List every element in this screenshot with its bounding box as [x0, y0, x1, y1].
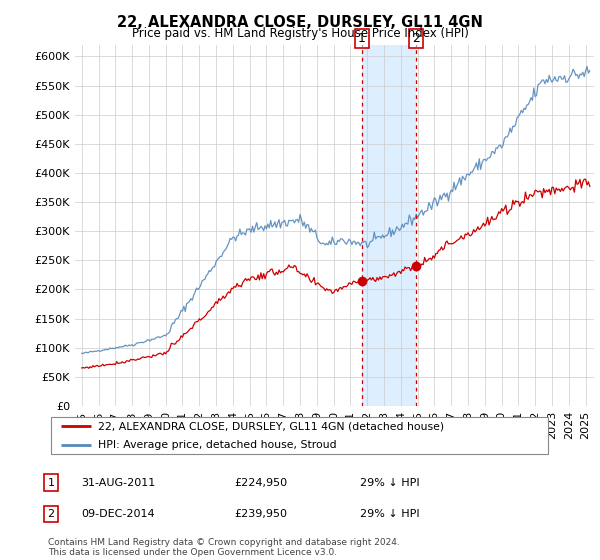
Text: HPI: Average price, detached house, Stroud: HPI: Average price, detached house, Stro…	[98, 440, 337, 450]
Text: 2: 2	[412, 32, 420, 45]
Text: Price paid vs. HM Land Registry's House Price Index (HPI): Price paid vs. HM Land Registry's House …	[131, 27, 469, 40]
Text: 29% ↓ HPI: 29% ↓ HPI	[360, 478, 419, 488]
Text: 22, ALEXANDRA CLOSE, DURSLEY, GL11 4GN (detached house): 22, ALEXANDRA CLOSE, DURSLEY, GL11 4GN (…	[98, 421, 445, 431]
Bar	[362, 45, 416, 406]
Text: 2: 2	[47, 509, 55, 519]
FancyBboxPatch shape	[50, 417, 548, 454]
Text: 29% ↓ HPI: 29% ↓ HPI	[360, 509, 419, 519]
Text: Contains HM Land Registry data © Crown copyright and database right 2024.
This d: Contains HM Land Registry data © Crown c…	[48, 538, 400, 557]
Text: 1: 1	[47, 478, 55, 488]
Text: 31-AUG-2011: 31-AUG-2011	[81, 478, 155, 488]
Text: 1: 1	[358, 32, 365, 45]
Text: £224,950: £224,950	[234, 478, 287, 488]
Text: £239,950: £239,950	[234, 509, 287, 519]
Text: 22, ALEXANDRA CLOSE, DURSLEY, GL11 4GN: 22, ALEXANDRA CLOSE, DURSLEY, GL11 4GN	[117, 15, 483, 30]
Text: 09-DEC-2014: 09-DEC-2014	[81, 509, 155, 519]
